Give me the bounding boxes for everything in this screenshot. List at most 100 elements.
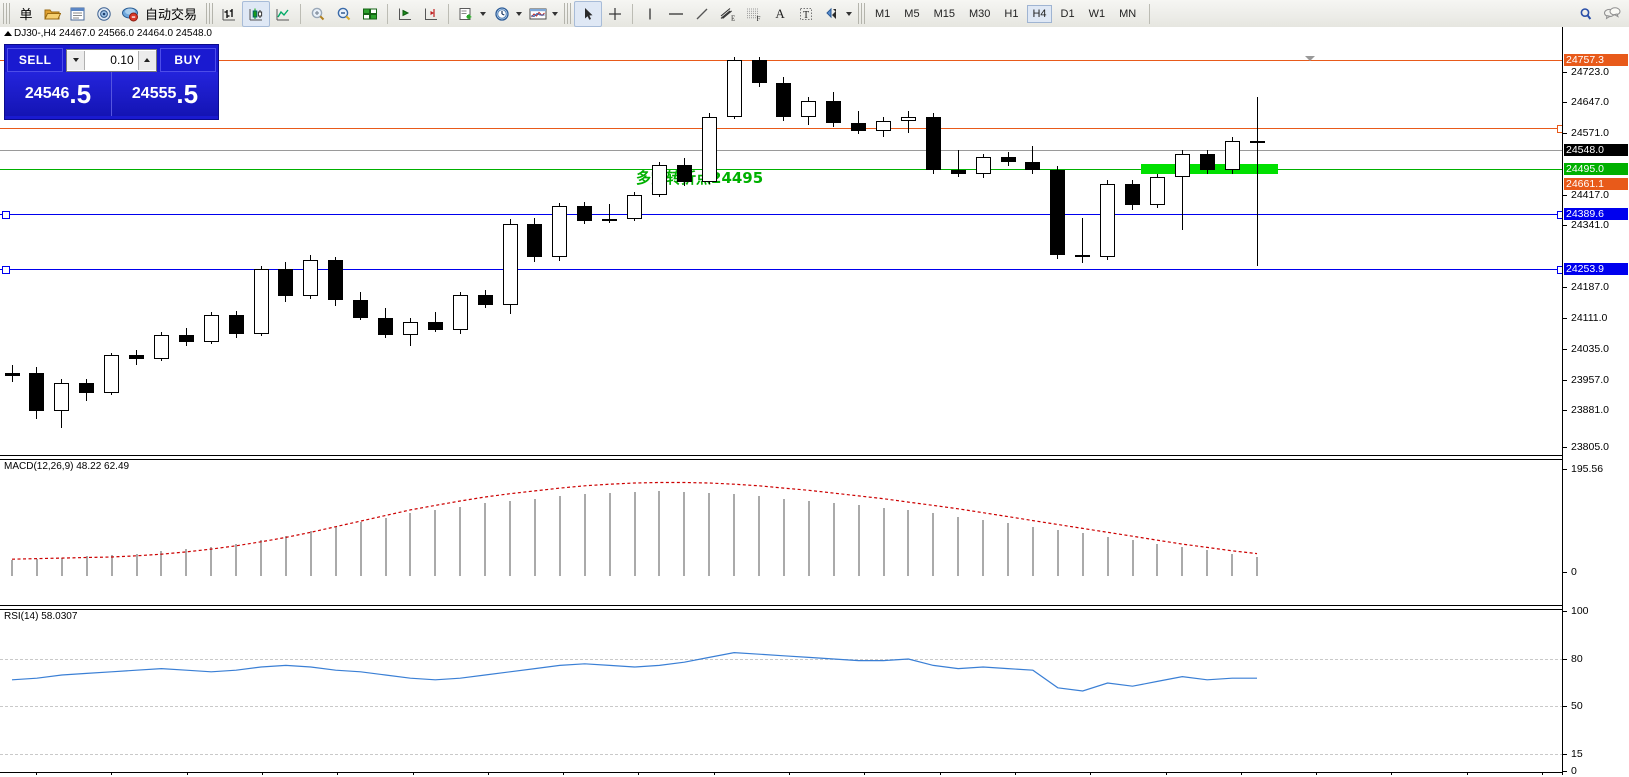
zoom-out-icon[interactable] xyxy=(331,2,357,26)
text-object-icon[interactable]: T xyxy=(793,2,819,26)
chevron-down-icon-shapes[interactable] xyxy=(846,11,853,16)
candlestick-chart-icon[interactable] xyxy=(242,0,271,27)
volume-stepper[interactable]: 0.10 xyxy=(66,48,157,72)
level-line-blue-1-handle[interactable] xyxy=(2,211,10,219)
horizontal-line-icon[interactable] xyxy=(663,2,689,26)
chart-container[interactable]: DJ30-,H4 24467.0 24566.0 24464.0 24548.0… xyxy=(0,27,1629,777)
navigator-icon[interactable] xyxy=(91,2,117,26)
candle-body xyxy=(228,315,244,335)
collapse-arrow-icon[interactable] xyxy=(4,31,12,36)
text-label-icon[interactable]: A xyxy=(775,5,785,21)
timeframe-m30[interactable]: M30 xyxy=(968,7,991,20)
macd-bar xyxy=(932,513,935,576)
candle-body xyxy=(4,372,20,376)
equidistant-channel-icon[interactable]: E xyxy=(715,2,741,26)
templates-icon[interactable] xyxy=(525,2,551,26)
chevron-down-icon-period[interactable] xyxy=(516,11,523,16)
cursor-arrow-icon[interactable] xyxy=(574,0,603,27)
buy-button[interactable]: BUY xyxy=(159,48,216,72)
macd-bar xyxy=(633,492,636,576)
macd-bar xyxy=(1181,546,1184,576)
timeframe-h4[interactable]: H4 xyxy=(1027,4,1052,23)
chart-plot-area[interactable]: DJ30-,H4 24467.0 24566.0 24464.0 24548.0… xyxy=(0,27,1563,775)
macd-bar xyxy=(1106,536,1109,576)
terminal-icon[interactable] xyxy=(117,2,143,26)
macd-bar xyxy=(1256,556,1258,576)
level-line-blue-2[interactable] xyxy=(0,269,1563,270)
trendline-icon[interactable] xyxy=(689,2,715,26)
timeframe-h1[interactable]: H1 xyxy=(1004,7,1019,20)
bar-chart-icon[interactable] xyxy=(216,2,242,26)
bid-line-handle[interactable] xyxy=(1557,125,1563,133)
tile-windows-icon[interactable] xyxy=(357,2,383,26)
volume-dropdown-button[interactable] xyxy=(67,50,86,70)
candle-body xyxy=(129,355,144,359)
rsi-line xyxy=(11,651,1257,692)
candle xyxy=(627,27,642,452)
volume-up-button[interactable] xyxy=(137,50,156,70)
candle-body xyxy=(1000,156,1016,163)
sell-button[interactable]: SELL xyxy=(7,48,64,72)
candle xyxy=(1100,27,1116,452)
chat-bubbles-icon[interactable] xyxy=(1599,2,1625,26)
timeframe-m1[interactable]: M1 xyxy=(875,7,891,20)
bid-line[interactable] xyxy=(0,128,1563,129)
data-window-icon[interactable] xyxy=(65,2,91,26)
support-line-green[interactable] xyxy=(0,169,1563,170)
price-tick-label: 24571.0 xyxy=(1571,127,1609,140)
one-click-trading-panel[interactable]: SELL 0.10 BUY 24546 .5 24555 xyxy=(4,44,219,120)
price-label-bid[interactable]: 24661.1 xyxy=(1564,178,1628,190)
level-line-blue-2-handle[interactable] xyxy=(2,266,10,274)
price-label-level[interactable]: 24253.9 xyxy=(1564,263,1628,275)
sell-price-display[interactable]: 24546 .5 xyxy=(5,72,112,116)
candle-body xyxy=(54,383,70,411)
price-scale[interactable]: 24723.0 24647.0 24571.0 24417.0 24341.0 24187… xyxy=(1562,27,1629,777)
volume-value[interactable]: 0.10 xyxy=(110,53,134,67)
search-icon[interactable] xyxy=(1573,2,1599,26)
add-indicator-icon[interactable] xyxy=(453,2,479,26)
level-line-blue-2-handle-right[interactable] xyxy=(1557,266,1563,274)
candle-body xyxy=(577,205,593,222)
price-label-ask[interactable]: 24757.3 xyxy=(1564,54,1628,66)
time-axis: 15 Jan 201915 Jan 12:0015 Jan 20:0016 Ja… xyxy=(0,772,1563,775)
chevron-down-icon-indicator[interactable] xyxy=(480,11,487,16)
timeframe-w1[interactable]: W1 xyxy=(1088,7,1106,20)
toolbar-separator-2 xyxy=(387,3,389,24)
price-label-support[interactable]: 24495.0 xyxy=(1564,163,1628,175)
auto-scroll-icon[interactable] xyxy=(392,2,418,26)
price-label-last[interactable]: 24548.0 xyxy=(1564,144,1628,156)
toolbar-grip-4[interactable] xyxy=(858,3,866,24)
folder-icon[interactable] xyxy=(39,2,65,26)
candle xyxy=(726,27,742,452)
level-line-blue-1[interactable] xyxy=(0,214,1563,215)
scale-tick xyxy=(1563,706,1567,707)
timeframe-mn[interactable]: MN xyxy=(1119,7,1137,20)
ask-line[interactable] xyxy=(0,60,1563,61)
level-line-blue-1-handle-right[interactable] xyxy=(1557,211,1563,219)
chart-collapse-arrow-icon[interactable] xyxy=(1305,56,1315,61)
buy-price-display[interactable]: 24555 .5 xyxy=(112,72,218,116)
timeframe-m5[interactable]: M5 xyxy=(904,7,920,20)
zoom-in-icon[interactable] xyxy=(305,2,331,26)
new-order-icon[interactable]: 单 xyxy=(19,8,33,23)
toolbar-grip-3[interactable] xyxy=(564,3,572,24)
chart-shift-icon[interactable] xyxy=(418,2,444,26)
auto-trading-label[interactable]: 自动交易 xyxy=(145,8,198,23)
shapes-arrows-icon[interactable] xyxy=(819,2,845,26)
price-tick-label: 24111.0 xyxy=(1571,311,1608,324)
vertical-line-icon[interactable] xyxy=(637,2,663,26)
chevron-down-icon-templates[interactable] xyxy=(552,11,559,16)
timeframe-m15[interactable]: M15 xyxy=(933,7,955,20)
macd-bar xyxy=(284,535,287,576)
fibonacci-retracement-icon[interactable]: F xyxy=(741,2,767,26)
period-clock-icon[interactable] xyxy=(489,2,515,26)
price-label-level[interactable]: 24389.6 xyxy=(1564,208,1628,220)
chart-annotation-label[interactable]: 多空转折点24495 xyxy=(636,169,764,187)
toolbar-grip-2[interactable] xyxy=(206,3,214,24)
crosshair-icon[interactable] xyxy=(602,2,628,26)
toolbar-grip[interactable] xyxy=(3,3,10,24)
price-tick xyxy=(1563,225,1567,227)
line-chart-icon[interactable] xyxy=(270,2,296,26)
time-tick xyxy=(1240,772,1242,775)
timeframe-d1[interactable]: D1 xyxy=(1060,7,1075,20)
